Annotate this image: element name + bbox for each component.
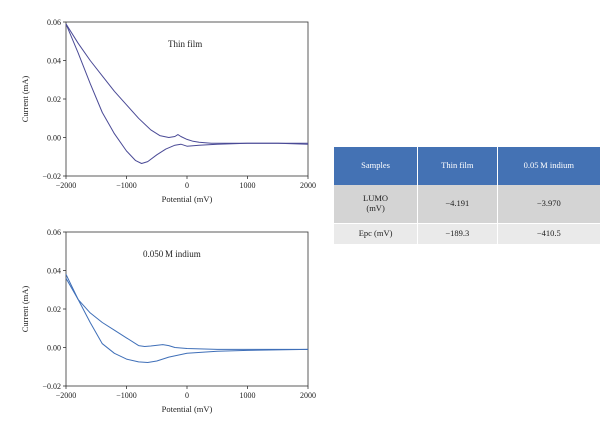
- x-tick-label: −1000: [116, 391, 137, 400]
- y-tick-label: 0.02: [47, 305, 61, 314]
- table-row: LUMO (mV) −4.191 −3.970: [334, 185, 600, 224]
- anodic-sweep-line: [65, 277, 308, 350]
- anodic-sweep-line: [65, 23, 308, 144]
- chart-annotation: Thin film: [168, 39, 202, 49]
- y-tick-label: −0.02: [42, 382, 61, 391]
- row-lumo-label: LUMO (mV): [334, 185, 419, 224]
- header-thin-film: Thin film: [417, 147, 498, 185]
- y-tick-label: 0.00: [47, 134, 61, 143]
- y-tick-label: 0.04: [47, 57, 61, 66]
- header-indium: 0.05 M indium: [497, 147, 600, 185]
- y-tick-label: 0.00: [47, 344, 61, 353]
- row-lumo-indium: −3.970: [497, 185, 600, 224]
- y-axis-label: Current (mA): [20, 76, 30, 123]
- header-samples: Samples: [334, 147, 419, 185]
- x-tick-label: −2000: [56, 391, 77, 400]
- table-header-row: Samples Thin film 0.05 M indium: [334, 147, 600, 185]
- row-epc-label: Epc (mV): [334, 223, 419, 245]
- y-axis-label: Current (mA): [20, 286, 30, 333]
- x-tick-label: 0: [185, 391, 189, 400]
- x-tick-label: −1000: [116, 181, 137, 190]
- chart-annotation: 0.050 M indium: [143, 249, 201, 259]
- cathodic-sweep-line: [65, 23, 309, 164]
- row-lumo-thin-film: −4.191: [417, 185, 498, 224]
- y-tick-label: 0.06: [47, 228, 61, 237]
- y-tick-label: 0.04: [47, 267, 61, 276]
- cathodic-sweep-line: [65, 274, 309, 363]
- row-epc-indium: −410.5: [497, 223, 600, 245]
- x-tick-label: 0: [185, 181, 189, 190]
- x-tick-label: −2000: [56, 181, 77, 190]
- samples-table: Samples Thin film 0.05 M indium LUMO (mV…: [334, 147, 600, 245]
- x-tick-label: 1000: [240, 391, 256, 400]
- x-tick-label: 2000: [300, 181, 316, 190]
- x-tick-label: 1000: [240, 181, 256, 190]
- y-tick-label: −0.02: [42, 172, 61, 181]
- chart-indium: −2000 −1000 0 1000 2000 −0.02 0.00 0.02 0.04 0.06…: [20, 228, 316, 414]
- row-epc-thin-film: −189.3: [417, 223, 498, 245]
- y-tick-label: 0.02: [47, 95, 61, 104]
- table-row: Epc (mV) −189.3 −410.5: [334, 223, 600, 245]
- chart-thin-film: −2000 −1000 0 1000 2000 −0.02 0.00 0.02 0.04 0.06…: [20, 18, 316, 204]
- y-tick-label: 0.06: [47, 18, 61, 27]
- x-axis-label: Potential (mV): [162, 194, 213, 204]
- x-axis-label: Potential (mV): [162, 404, 213, 414]
- x-tick-label: 2000: [300, 391, 316, 400]
